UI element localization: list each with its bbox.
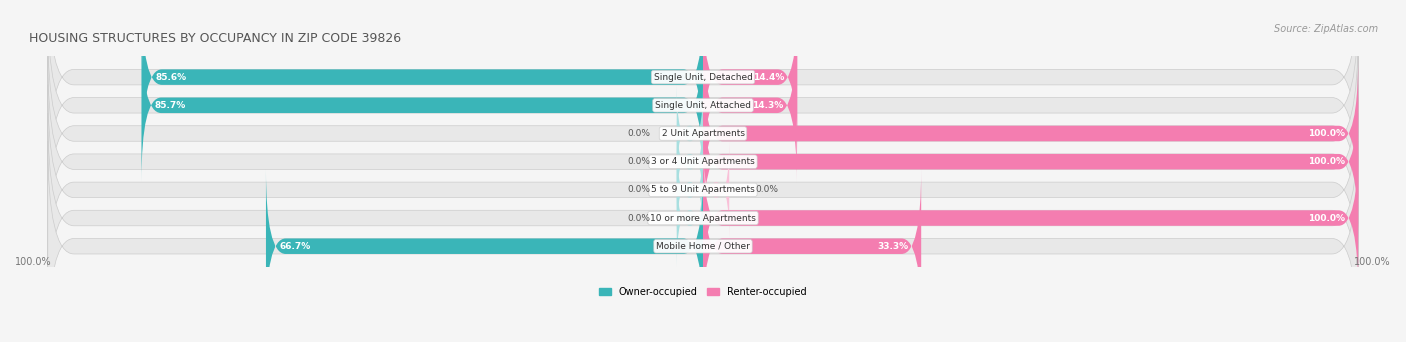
Text: 85.6%: 85.6%	[155, 73, 187, 82]
Text: 0.0%: 0.0%	[627, 185, 651, 194]
Text: 100.0%: 100.0%	[1308, 213, 1346, 223]
Text: 3 or 4 Unit Apartments: 3 or 4 Unit Apartments	[651, 157, 755, 166]
FancyBboxPatch shape	[703, 85, 1358, 238]
Text: HOUSING STRUCTURES BY OCCUPANCY IN ZIP CODE 39826: HOUSING STRUCTURES BY OCCUPANCY IN ZIP C…	[28, 32, 401, 45]
Text: 10 or more Apartments: 10 or more Apartments	[650, 213, 756, 223]
FancyBboxPatch shape	[703, 141, 1358, 295]
Text: Source: ZipAtlas.com: Source: ZipAtlas.com	[1274, 24, 1378, 34]
Text: Mobile Home / Other: Mobile Home / Other	[657, 242, 749, 251]
Text: 66.7%: 66.7%	[278, 242, 311, 251]
Text: 85.7%: 85.7%	[155, 101, 186, 110]
FancyBboxPatch shape	[703, 28, 797, 182]
FancyBboxPatch shape	[676, 141, 703, 238]
FancyBboxPatch shape	[676, 85, 703, 182]
FancyBboxPatch shape	[676, 113, 703, 210]
Text: 100.0%: 100.0%	[1308, 129, 1346, 138]
Text: 0.0%: 0.0%	[627, 213, 651, 223]
Text: 0.0%: 0.0%	[627, 157, 651, 166]
FancyBboxPatch shape	[266, 169, 703, 323]
Text: 100.0%: 100.0%	[15, 256, 52, 266]
FancyBboxPatch shape	[703, 0, 797, 154]
FancyBboxPatch shape	[48, 113, 1358, 323]
Text: 14.3%: 14.3%	[752, 101, 783, 110]
Text: 14.4%: 14.4%	[752, 73, 785, 82]
FancyBboxPatch shape	[676, 169, 703, 267]
FancyBboxPatch shape	[48, 141, 1358, 342]
FancyBboxPatch shape	[142, 28, 703, 182]
FancyBboxPatch shape	[48, 57, 1358, 267]
Text: 0.0%: 0.0%	[627, 129, 651, 138]
Legend: Owner-occupied, Renter-occupied: Owner-occupied, Renter-occupied	[596, 283, 810, 301]
Text: 33.3%: 33.3%	[877, 242, 908, 251]
FancyBboxPatch shape	[48, 85, 1358, 295]
FancyBboxPatch shape	[703, 57, 1358, 210]
FancyBboxPatch shape	[48, 0, 1358, 210]
Text: 100.0%: 100.0%	[1308, 157, 1346, 166]
Text: 100.0%: 100.0%	[1354, 256, 1391, 266]
FancyBboxPatch shape	[48, 0, 1358, 182]
Text: Single Unit, Attached: Single Unit, Attached	[655, 101, 751, 110]
Text: 5 to 9 Unit Apartments: 5 to 9 Unit Apartments	[651, 185, 755, 194]
Text: Single Unit, Detached: Single Unit, Detached	[654, 73, 752, 82]
FancyBboxPatch shape	[142, 0, 703, 154]
Text: 2 Unit Apartments: 2 Unit Apartments	[661, 129, 745, 138]
FancyBboxPatch shape	[703, 141, 730, 238]
Text: 0.0%: 0.0%	[755, 185, 779, 194]
FancyBboxPatch shape	[48, 28, 1358, 238]
FancyBboxPatch shape	[703, 169, 921, 323]
